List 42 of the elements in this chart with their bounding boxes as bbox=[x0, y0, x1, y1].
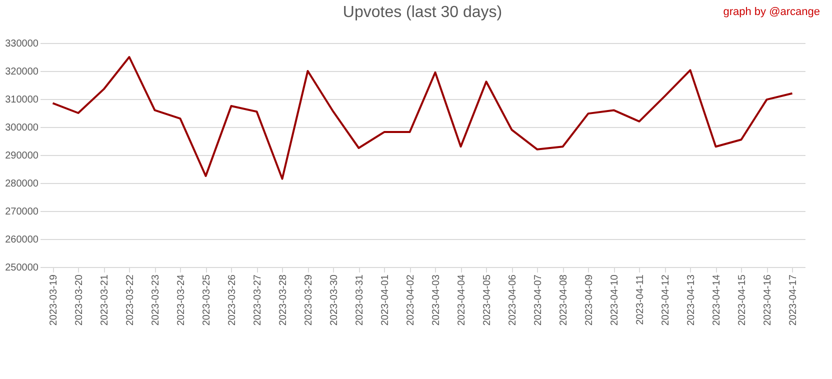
y-tick-label: 320000 bbox=[5, 66, 39, 78]
x-tick-label: 2023-04-13 bbox=[686, 274, 697, 326]
y-tick-label: 260000 bbox=[5, 234, 39, 246]
x-tick-label: 2023-03-20 bbox=[74, 274, 85, 326]
x-tick-label: 2023-04-05 bbox=[482, 274, 493, 326]
x-tick-label: 2023-04-06 bbox=[507, 274, 518, 326]
x-tick-label: 2023-04-02 bbox=[405, 274, 416, 326]
x-tick-label: 2023-03-28 bbox=[278, 274, 289, 326]
x-tick-label: 2023-03-22 bbox=[124, 274, 136, 326]
x-tick-label: 2023-04-14 bbox=[711, 274, 722, 326]
x-tick-label: 2023-03-19 bbox=[48, 274, 60, 326]
x-tick-label: 2023-03-25 bbox=[201, 274, 212, 326]
y-tick-label: 270000 bbox=[5, 206, 39, 218]
x-tick-label: 2023-04-01 bbox=[380, 274, 391, 326]
x-tick-label: 2023-04-17 bbox=[788, 274, 799, 326]
y-tick-label: 300000 bbox=[5, 122, 39, 134]
x-tick-label: 2023-04-11 bbox=[634, 274, 646, 325]
y-tick-label: 290000 bbox=[5, 150, 39, 162]
x-tick-label: 2023-04-04 bbox=[456, 274, 468, 326]
line-series bbox=[52, 56, 794, 180]
x-tick-label: 2023-03-30 bbox=[328, 274, 340, 326]
x-tick-label: 2023-03-23 bbox=[150, 274, 162, 326]
x-tick-label: 2023-04-08 bbox=[558, 274, 570, 326]
x-tick-label: 2023-04-16 bbox=[762, 274, 774, 326]
y-tick-label: 280000 bbox=[5, 178, 39, 190]
x-tick-label: 2023-04-07 bbox=[532, 274, 544, 326]
chart-title: Upvotes (last 30 days) bbox=[342, 4, 502, 21]
x-tick-label: 2023-04-09 bbox=[584, 274, 595, 326]
x-tick-label: 2023-03-21 bbox=[99, 274, 110, 326]
y-tick-label: 310000 bbox=[5, 94, 39, 106]
x-tick-label: 2023-04-15 bbox=[736, 274, 748, 326]
x-tick-label: 2023-04-12 bbox=[660, 274, 672, 326]
text: graph by @arcange bbox=[723, 6, 820, 18]
x-tick-label: 2023-03-29 bbox=[303, 274, 314, 326]
x-tick-label: 2023-04-10 bbox=[609, 274, 620, 326]
y-tick-label: 250000 bbox=[5, 262, 39, 274]
x-tick-label: 2023-03-31 bbox=[354, 274, 366, 326]
x-tick-label: 2023-03-26 bbox=[226, 274, 238, 326]
x-tick-label: 2023-03-24 bbox=[176, 274, 187, 326]
x-tick-label: 2023-03-27 bbox=[252, 274, 264, 326]
y-tick-label: 330000 bbox=[5, 38, 39, 50]
x-tick-label: 2023-04-03 bbox=[430, 274, 442, 326]
